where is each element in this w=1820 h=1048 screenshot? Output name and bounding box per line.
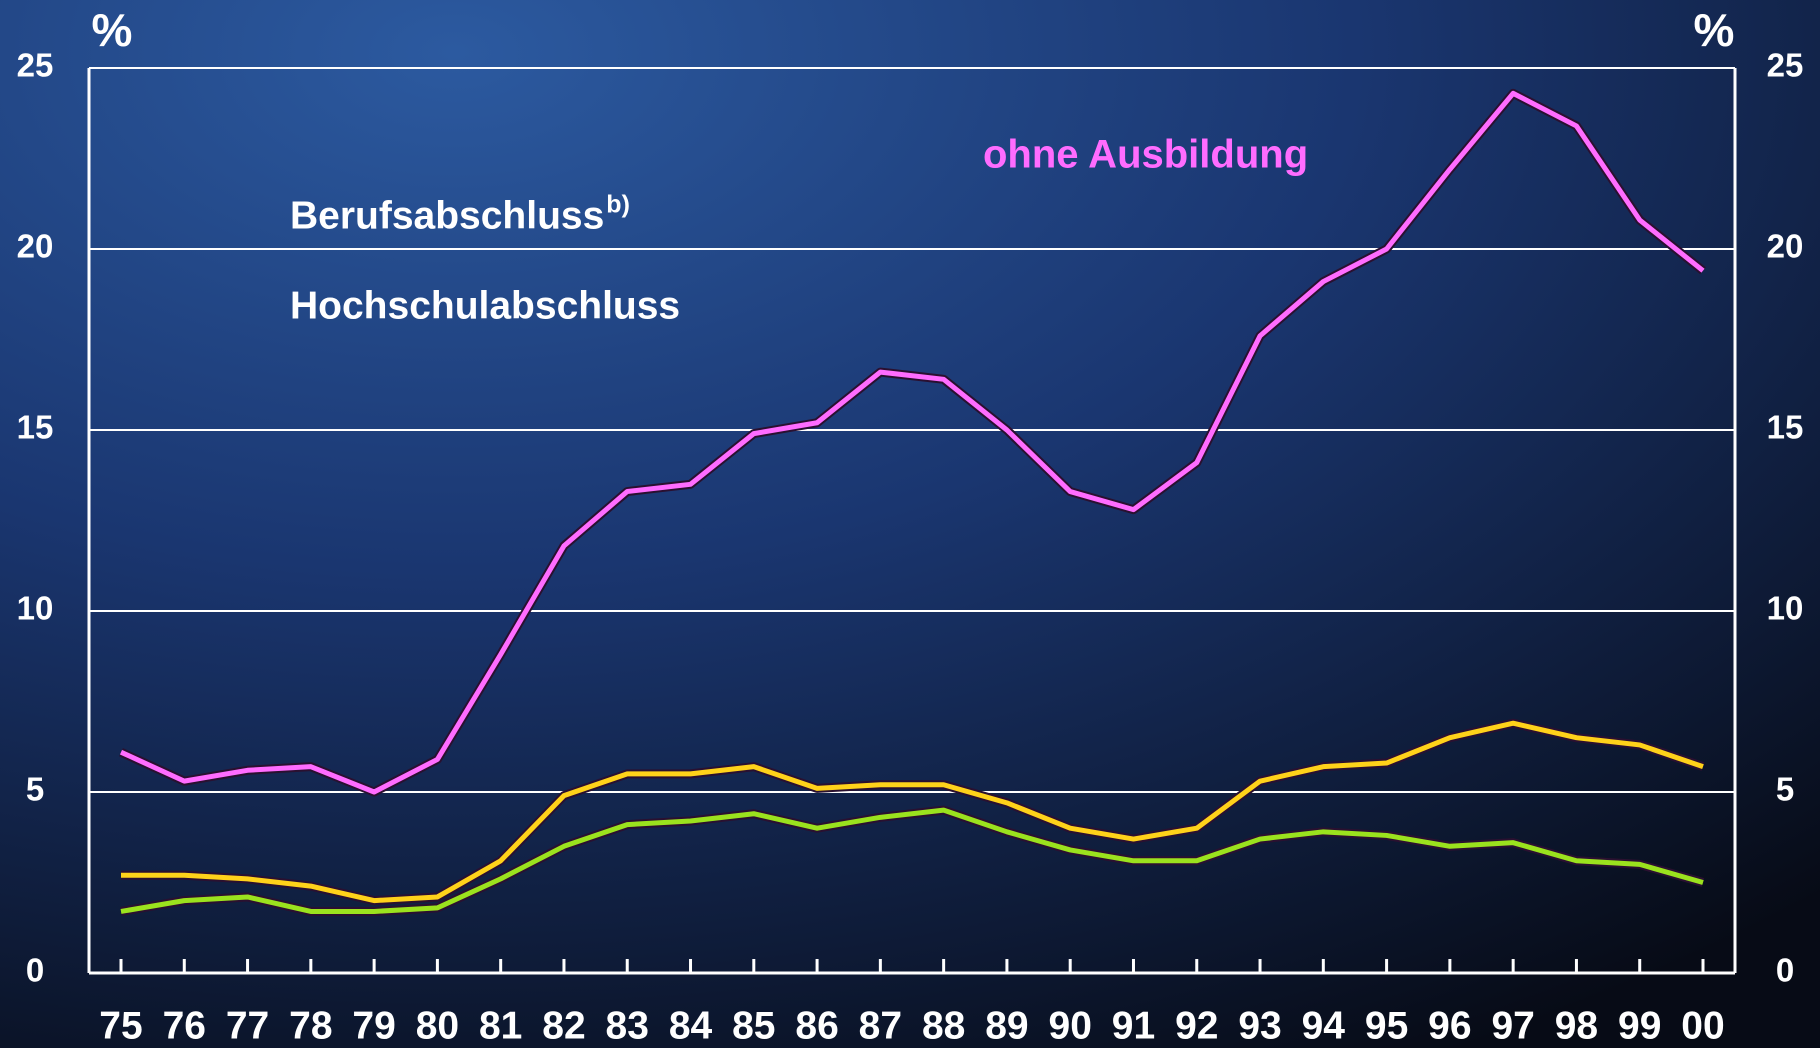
x-tick-label: 76 bbox=[163, 1004, 206, 1047]
y-tick-label: 10 bbox=[17, 590, 54, 627]
x-tick-label: 86 bbox=[795, 1004, 838, 1047]
x-tick-label: 98 bbox=[1555, 1004, 1598, 1047]
y-unit: % bbox=[92, 4, 133, 56]
y2-tick-label: 0 bbox=[1776, 952, 1794, 989]
x-tick-label: 97 bbox=[1491, 1004, 1534, 1047]
y-tick-label: 0 bbox=[26, 952, 44, 989]
x-tick-label: 91 bbox=[1112, 1004, 1155, 1047]
x-tick-label: 90 bbox=[1049, 1004, 1092, 1047]
x-tick-label: 75 bbox=[99, 1004, 142, 1047]
x-tick-label: 84 bbox=[669, 1004, 713, 1047]
series-line bbox=[119, 90, 1705, 795]
x-tick-label: 83 bbox=[606, 1004, 649, 1047]
y2-unit: % bbox=[1694, 4, 1735, 56]
y2-tick-label: 20 bbox=[1767, 228, 1804, 265]
y-tick-label: 20 bbox=[17, 228, 54, 265]
y-tick-label: 5 bbox=[26, 771, 44, 808]
x-tick-label: 92 bbox=[1175, 1004, 1218, 1047]
y2-tick-label: 25 bbox=[1767, 47, 1804, 84]
y-tick-label: 15 bbox=[17, 409, 54, 446]
x-tick-label: 96 bbox=[1428, 1004, 1471, 1047]
y2-tick-label: 15 bbox=[1767, 409, 1804, 446]
x-tick-label: 00 bbox=[1681, 1004, 1724, 1047]
x-tick-label: 80 bbox=[416, 1004, 459, 1047]
y2-tick-label: 5 bbox=[1776, 771, 1794, 808]
y2-tick-label: 10 bbox=[1767, 590, 1804, 627]
x-tick-label: 81 bbox=[479, 1004, 522, 1047]
x-tick-label: 87 bbox=[859, 1004, 902, 1047]
series-label: ohne Ausbildung bbox=[983, 133, 1308, 177]
y-tick-label: 25 bbox=[17, 47, 54, 84]
x-tick-label: 95 bbox=[1365, 1004, 1408, 1047]
series-line bbox=[120, 807, 1704, 914]
x-tick-label: 77 bbox=[226, 1004, 269, 1047]
x-tick-label: 82 bbox=[542, 1004, 585, 1047]
x-tick-label: 93 bbox=[1238, 1004, 1281, 1047]
x-tick-label: 88 bbox=[922, 1004, 965, 1047]
x-tick-label: 99 bbox=[1618, 1004, 1661, 1047]
legend-label: Berufsabschluss bbox=[290, 194, 604, 237]
legend-label: Hochschulabschluss bbox=[290, 284, 680, 327]
x-tick-label: 79 bbox=[352, 1004, 395, 1047]
legend-footnote: b) bbox=[606, 191, 630, 219]
x-tick-label: 94 bbox=[1302, 1004, 1346, 1047]
x-tick-label: 89 bbox=[985, 1004, 1028, 1047]
x-tick-label: 85 bbox=[732, 1004, 775, 1047]
x-tick-label: 78 bbox=[289, 1004, 332, 1047]
series-line bbox=[121, 720, 1704, 904]
